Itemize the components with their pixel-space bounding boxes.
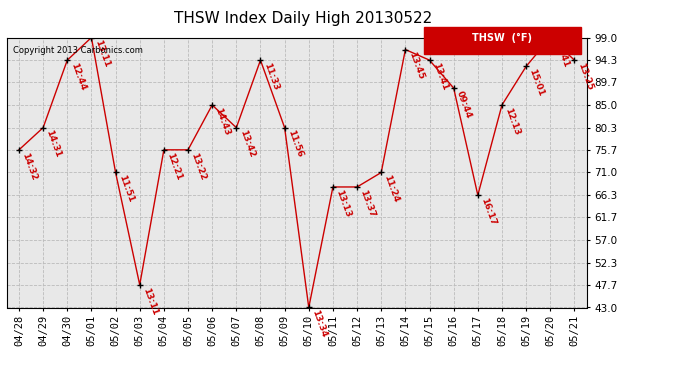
Text: THSW Index Daily High 20130522: THSW Index Daily High 20130522 bbox=[175, 11, 433, 26]
Text: 13:25: 13:25 bbox=[576, 62, 594, 92]
Text: 13:22: 13:22 bbox=[190, 151, 208, 181]
Text: 11:41: 11:41 bbox=[552, 39, 570, 69]
Text: 12:21: 12:21 bbox=[166, 151, 184, 181]
Text: 13:13: 13:13 bbox=[335, 188, 353, 218]
Text: 09:44: 09:44 bbox=[455, 90, 473, 120]
Text: 15:01: 15:01 bbox=[528, 68, 546, 98]
Text: 13:45: 13:45 bbox=[407, 51, 425, 81]
Text: 11:56: 11:56 bbox=[286, 129, 304, 159]
Text: 14:32: 14:32 bbox=[21, 151, 39, 182]
Text: 13:37: 13:37 bbox=[359, 188, 377, 219]
Text: 14:43: 14:43 bbox=[214, 106, 232, 136]
Text: 16:17: 16:17 bbox=[480, 196, 497, 226]
Text: 11:51: 11:51 bbox=[117, 174, 135, 204]
Text: 11:24: 11:24 bbox=[383, 174, 401, 204]
Text: 11:33: 11:33 bbox=[262, 62, 280, 92]
Text: 13:11: 13:11 bbox=[141, 286, 159, 316]
Text: 13:11: 13:11 bbox=[93, 39, 111, 69]
Text: 14:31: 14:31 bbox=[45, 129, 63, 159]
Text: 12:13: 12:13 bbox=[504, 106, 522, 136]
Text: 13:42: 13:42 bbox=[238, 129, 256, 159]
Text: Copyright 2013 Carbonics.com: Copyright 2013 Carbonics.com bbox=[12, 46, 143, 55]
Text: THSW  (°F): THSW (°F) bbox=[473, 33, 533, 42]
Text: 12:44: 12:44 bbox=[69, 62, 87, 92]
Text: 13:34: 13:34 bbox=[310, 309, 328, 339]
FancyBboxPatch shape bbox=[424, 27, 581, 54]
Text: 13:41: 13:41 bbox=[431, 62, 449, 92]
